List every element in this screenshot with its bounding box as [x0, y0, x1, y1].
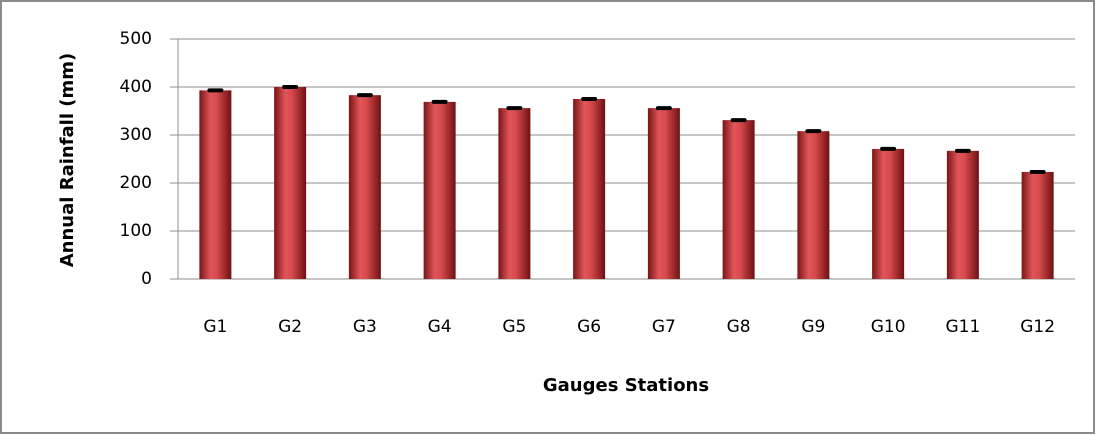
bar-cap: [730, 118, 747, 123]
bar-cap: [356, 93, 373, 98]
bar-cap: [207, 88, 224, 93]
bar-cap: [581, 97, 598, 101]
bar: [348, 95, 381, 279]
bar: [423, 101, 456, 279]
bar: [946, 150, 979, 279]
x-tick-label: G3: [353, 317, 377, 337]
y-tick-label: 200: [120, 173, 152, 193]
bar-cap: [880, 146, 897, 151]
bar: [274, 87, 307, 279]
bar: [647, 108, 680, 280]
bar: [573, 99, 606, 279]
y-tick-label: 500: [120, 29, 152, 49]
y-tick-label: 100: [120, 221, 152, 241]
y-tick-label: 300: [120, 125, 152, 145]
bar-cap: [805, 129, 822, 134]
bar: [498, 108, 531, 280]
y-axis-title: Annual Rainfall (mm): [57, 53, 78, 268]
x-tick-label: G1: [203, 317, 227, 337]
bar-cap: [954, 148, 971, 153]
bar: [199, 90, 232, 279]
bar: [1021, 171, 1054, 279]
bar: [722, 120, 755, 280]
x-tick-label: G9: [801, 317, 825, 337]
x-tick-label: G10: [871, 317, 906, 337]
x-tick-label: G11: [945, 317, 980, 337]
y-tick-label: 0: [141, 269, 152, 289]
bar-cap: [282, 85, 299, 89]
bar-cap: [506, 106, 523, 111]
x-tick-label: G4: [428, 317, 452, 337]
x-tick-label: G12: [1020, 317, 1055, 337]
y-tick-label: 400: [120, 77, 152, 97]
bar: [797, 131, 830, 279]
x-tick-label: G8: [727, 317, 751, 337]
x-axis-title: Gauges Stations: [543, 375, 709, 396]
bar-cap: [1029, 169, 1046, 174]
x-tick-label: G2: [278, 317, 302, 337]
bar-cap: [431, 99, 448, 104]
bar-cap: [655, 106, 672, 111]
x-tick-label: G5: [502, 317, 526, 337]
bar: [872, 148, 905, 279]
x-tick-label: G7: [652, 317, 676, 337]
x-tick-label: G6: [577, 317, 601, 337]
